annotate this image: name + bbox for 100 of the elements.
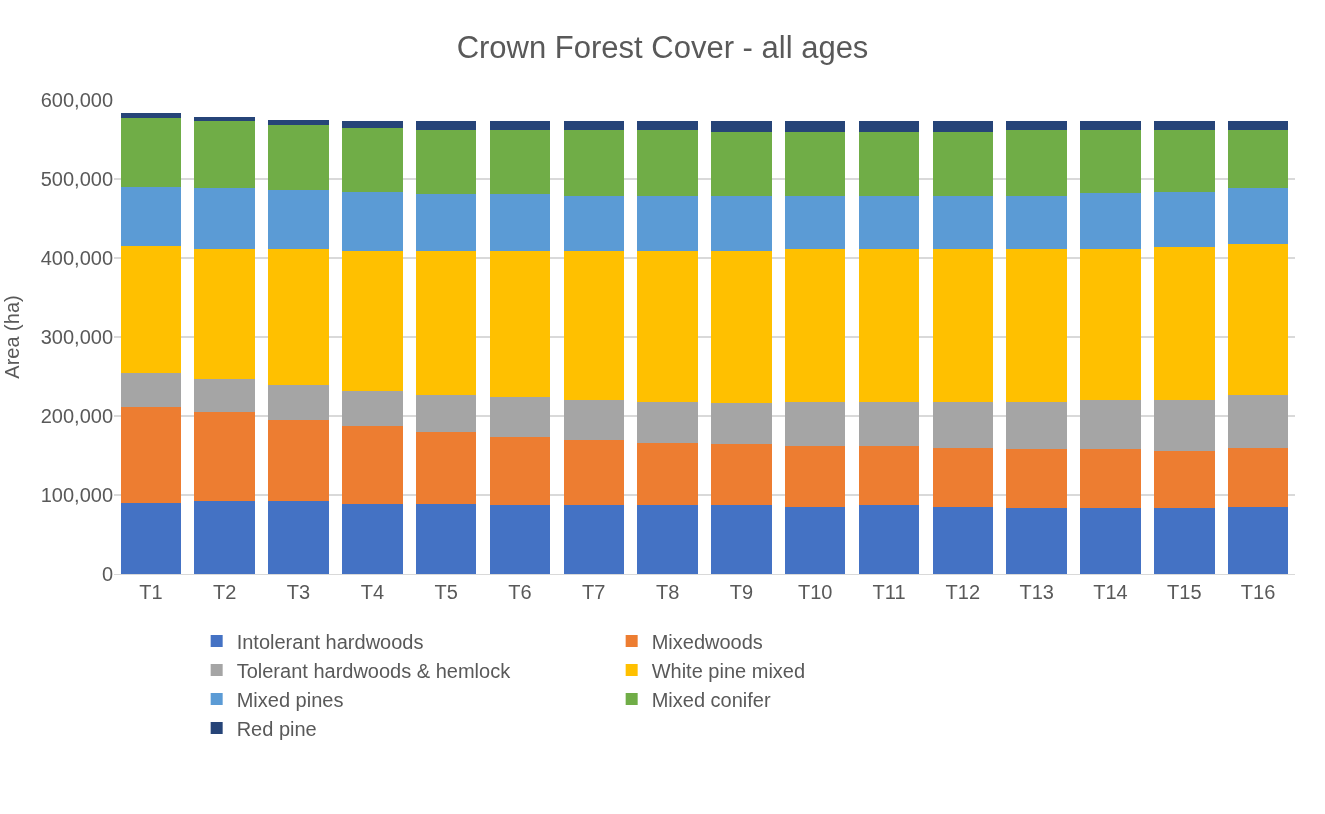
bar: [268, 119, 329, 126]
y-tick-label: 500,000: [40, 168, 113, 190]
bar: [1154, 130, 1215, 193]
bar: [1154, 508, 1215, 574]
bar: [1227, 395, 1289, 448]
bar: [1154, 400, 1215, 451]
y-tick-label: 0: [101, 563, 113, 585]
bar: [637, 121, 698, 131]
y-tick-label: 600,000: [40, 89, 113, 111]
bar: [637, 250, 698, 402]
bar: [489, 130, 551, 195]
bar: [711, 195, 772, 251]
bar: [489, 397, 551, 437]
bar: [1080, 248, 1141, 401]
bar: [1154, 121, 1215, 131]
x-tick-label: T1: [139, 581, 163, 603]
x-tick-label: T4: [360, 581, 385, 603]
bar: [415, 194, 477, 251]
bar: [342, 250, 403, 391]
bar: [120, 372, 182, 407]
y-axis-title: Area (ha): [1, 295, 24, 379]
bar: [858, 249, 920, 402]
bar: [194, 412, 255, 502]
bar: [489, 505, 551, 574]
bar: [1006, 121, 1067, 131]
x-tick-label: T7: [582, 581, 606, 603]
legend-label: Mixedwoods: [651, 630, 763, 653]
bar: [120, 406, 182, 503]
bar: [415, 121, 477, 131]
x-tick-label: T11: [872, 581, 906, 603]
x-tick-label: T15: [1167, 581, 1202, 603]
bar: [932, 121, 994, 132]
bar: [342, 426, 403, 504]
bar: [637, 401, 698, 443]
bar: [1227, 447, 1289, 507]
bar: [1006, 248, 1067, 402]
bar: [858, 446, 920, 506]
bar: [342, 390, 403, 427]
legend-label: Tolerant hardwoods & hemlock: [236, 659, 512, 682]
bar: [342, 192, 403, 251]
bar: [1006, 401, 1067, 450]
bar: [1154, 246, 1215, 401]
bar: [489, 194, 551, 251]
bar: [932, 131, 994, 196]
bar: [1080, 449, 1141, 509]
bar: [858, 195, 920, 250]
bar: [563, 130, 625, 196]
bar: [415, 431, 477, 504]
bar: [932, 447, 994, 507]
y-tick-label: 400,000: [40, 247, 113, 269]
bar: [415, 250, 477, 396]
bar: [194, 188, 255, 250]
bar: [415, 503, 477, 574]
bar: [858, 505, 920, 574]
bar: [1080, 508, 1141, 574]
bar: [1080, 400, 1141, 450]
bar: [194, 249, 255, 379]
bar: [342, 128, 403, 193]
bar: [711, 505, 772, 574]
bar: [342, 121, 403, 129]
bar: [489, 121, 551, 131]
legend-label: White pine mixed: [651, 659, 806, 682]
legend-label: Red pine: [236, 717, 317, 740]
bar: [1227, 243, 1289, 396]
bar: [784, 121, 846, 132]
bar: [1080, 130, 1141, 194]
bar: [1006, 508, 1067, 574]
bar: [1006, 130, 1067, 196]
bar: [858, 131, 920, 196]
bar: [563, 505, 625, 574]
bar: [711, 121, 772, 132]
chart-title: Crown Forest Cover - all ages: [456, 30, 869, 66]
y-tick-label: 100,000: [40, 484, 113, 506]
bar: [637, 195, 698, 251]
x-tick-label: T9: [729, 581, 754, 603]
bar: [1227, 188, 1289, 244]
bar: [342, 503, 403, 574]
bar: [858, 401, 920, 447]
bar: [711, 250, 772, 404]
bar: [784, 131, 846, 196]
bar: [120, 186, 182, 247]
legend-label: Mixed conifer: [651, 688, 771, 711]
bar: [415, 130, 477, 195]
bar: [711, 403, 772, 445]
bar: [1227, 130, 1289, 189]
bar: [784, 195, 846, 250]
bar: [637, 442, 698, 506]
bar: [194, 378, 255, 413]
y-tick-label: 200,000: [40, 405, 113, 427]
bar: [784, 506, 846, 574]
bar: [563, 400, 625, 440]
bar: [711, 131, 772, 196]
bar: [637, 130, 698, 196]
bar: [120, 502, 182, 574]
bar: [932, 401, 994, 448]
x-tick-label: T13: [1019, 581, 1054, 603]
bar: [784, 446, 846, 507]
x-tick-label: T5: [434, 581, 458, 603]
bar: [120, 246, 182, 373]
bar: [268, 385, 329, 420]
